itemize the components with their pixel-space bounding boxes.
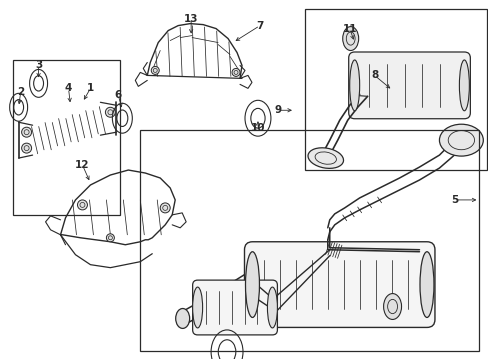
- Text: 9: 9: [274, 105, 281, 115]
- Circle shape: [106, 234, 114, 242]
- Ellipse shape: [175, 309, 189, 328]
- Ellipse shape: [267, 287, 277, 328]
- Bar: [304, 9, 487, 170]
- Text: 8: 8: [370, 71, 378, 80]
- Ellipse shape: [342, 27, 358, 50]
- Ellipse shape: [458, 60, 468, 111]
- Ellipse shape: [349, 60, 359, 111]
- FancyBboxPatch shape: [244, 242, 434, 328]
- Circle shape: [160, 203, 170, 213]
- FancyBboxPatch shape: [192, 280, 277, 335]
- Ellipse shape: [192, 287, 202, 328]
- Text: 6: 6: [115, 90, 122, 100]
- Ellipse shape: [439, 124, 482, 156]
- Circle shape: [21, 143, 32, 153]
- Text: 2: 2: [17, 87, 24, 97]
- Text: 10: 10: [250, 123, 264, 133]
- Circle shape: [151, 67, 159, 75]
- Text: 5: 5: [450, 195, 457, 205]
- Bar: [140, 130, 478, 351]
- Circle shape: [21, 127, 32, 137]
- Ellipse shape: [245, 252, 259, 318]
- Circle shape: [77, 200, 87, 210]
- Text: 11: 11: [342, 24, 356, 33]
- Text: 12: 12: [75, 160, 89, 170]
- Bar: [13, 60, 120, 215]
- FancyBboxPatch shape: [348, 52, 469, 119]
- Text: 1: 1: [87, 84, 94, 93]
- Text: 3: 3: [35, 60, 42, 71]
- Circle shape: [105, 107, 115, 117]
- Text: 7: 7: [256, 21, 263, 31]
- Circle shape: [232, 68, 240, 76]
- Ellipse shape: [307, 148, 343, 168]
- Text: 4: 4: [65, 84, 72, 93]
- Ellipse shape: [419, 252, 433, 318]
- Text: 13: 13: [183, 14, 198, 24]
- Ellipse shape: [383, 293, 401, 319]
